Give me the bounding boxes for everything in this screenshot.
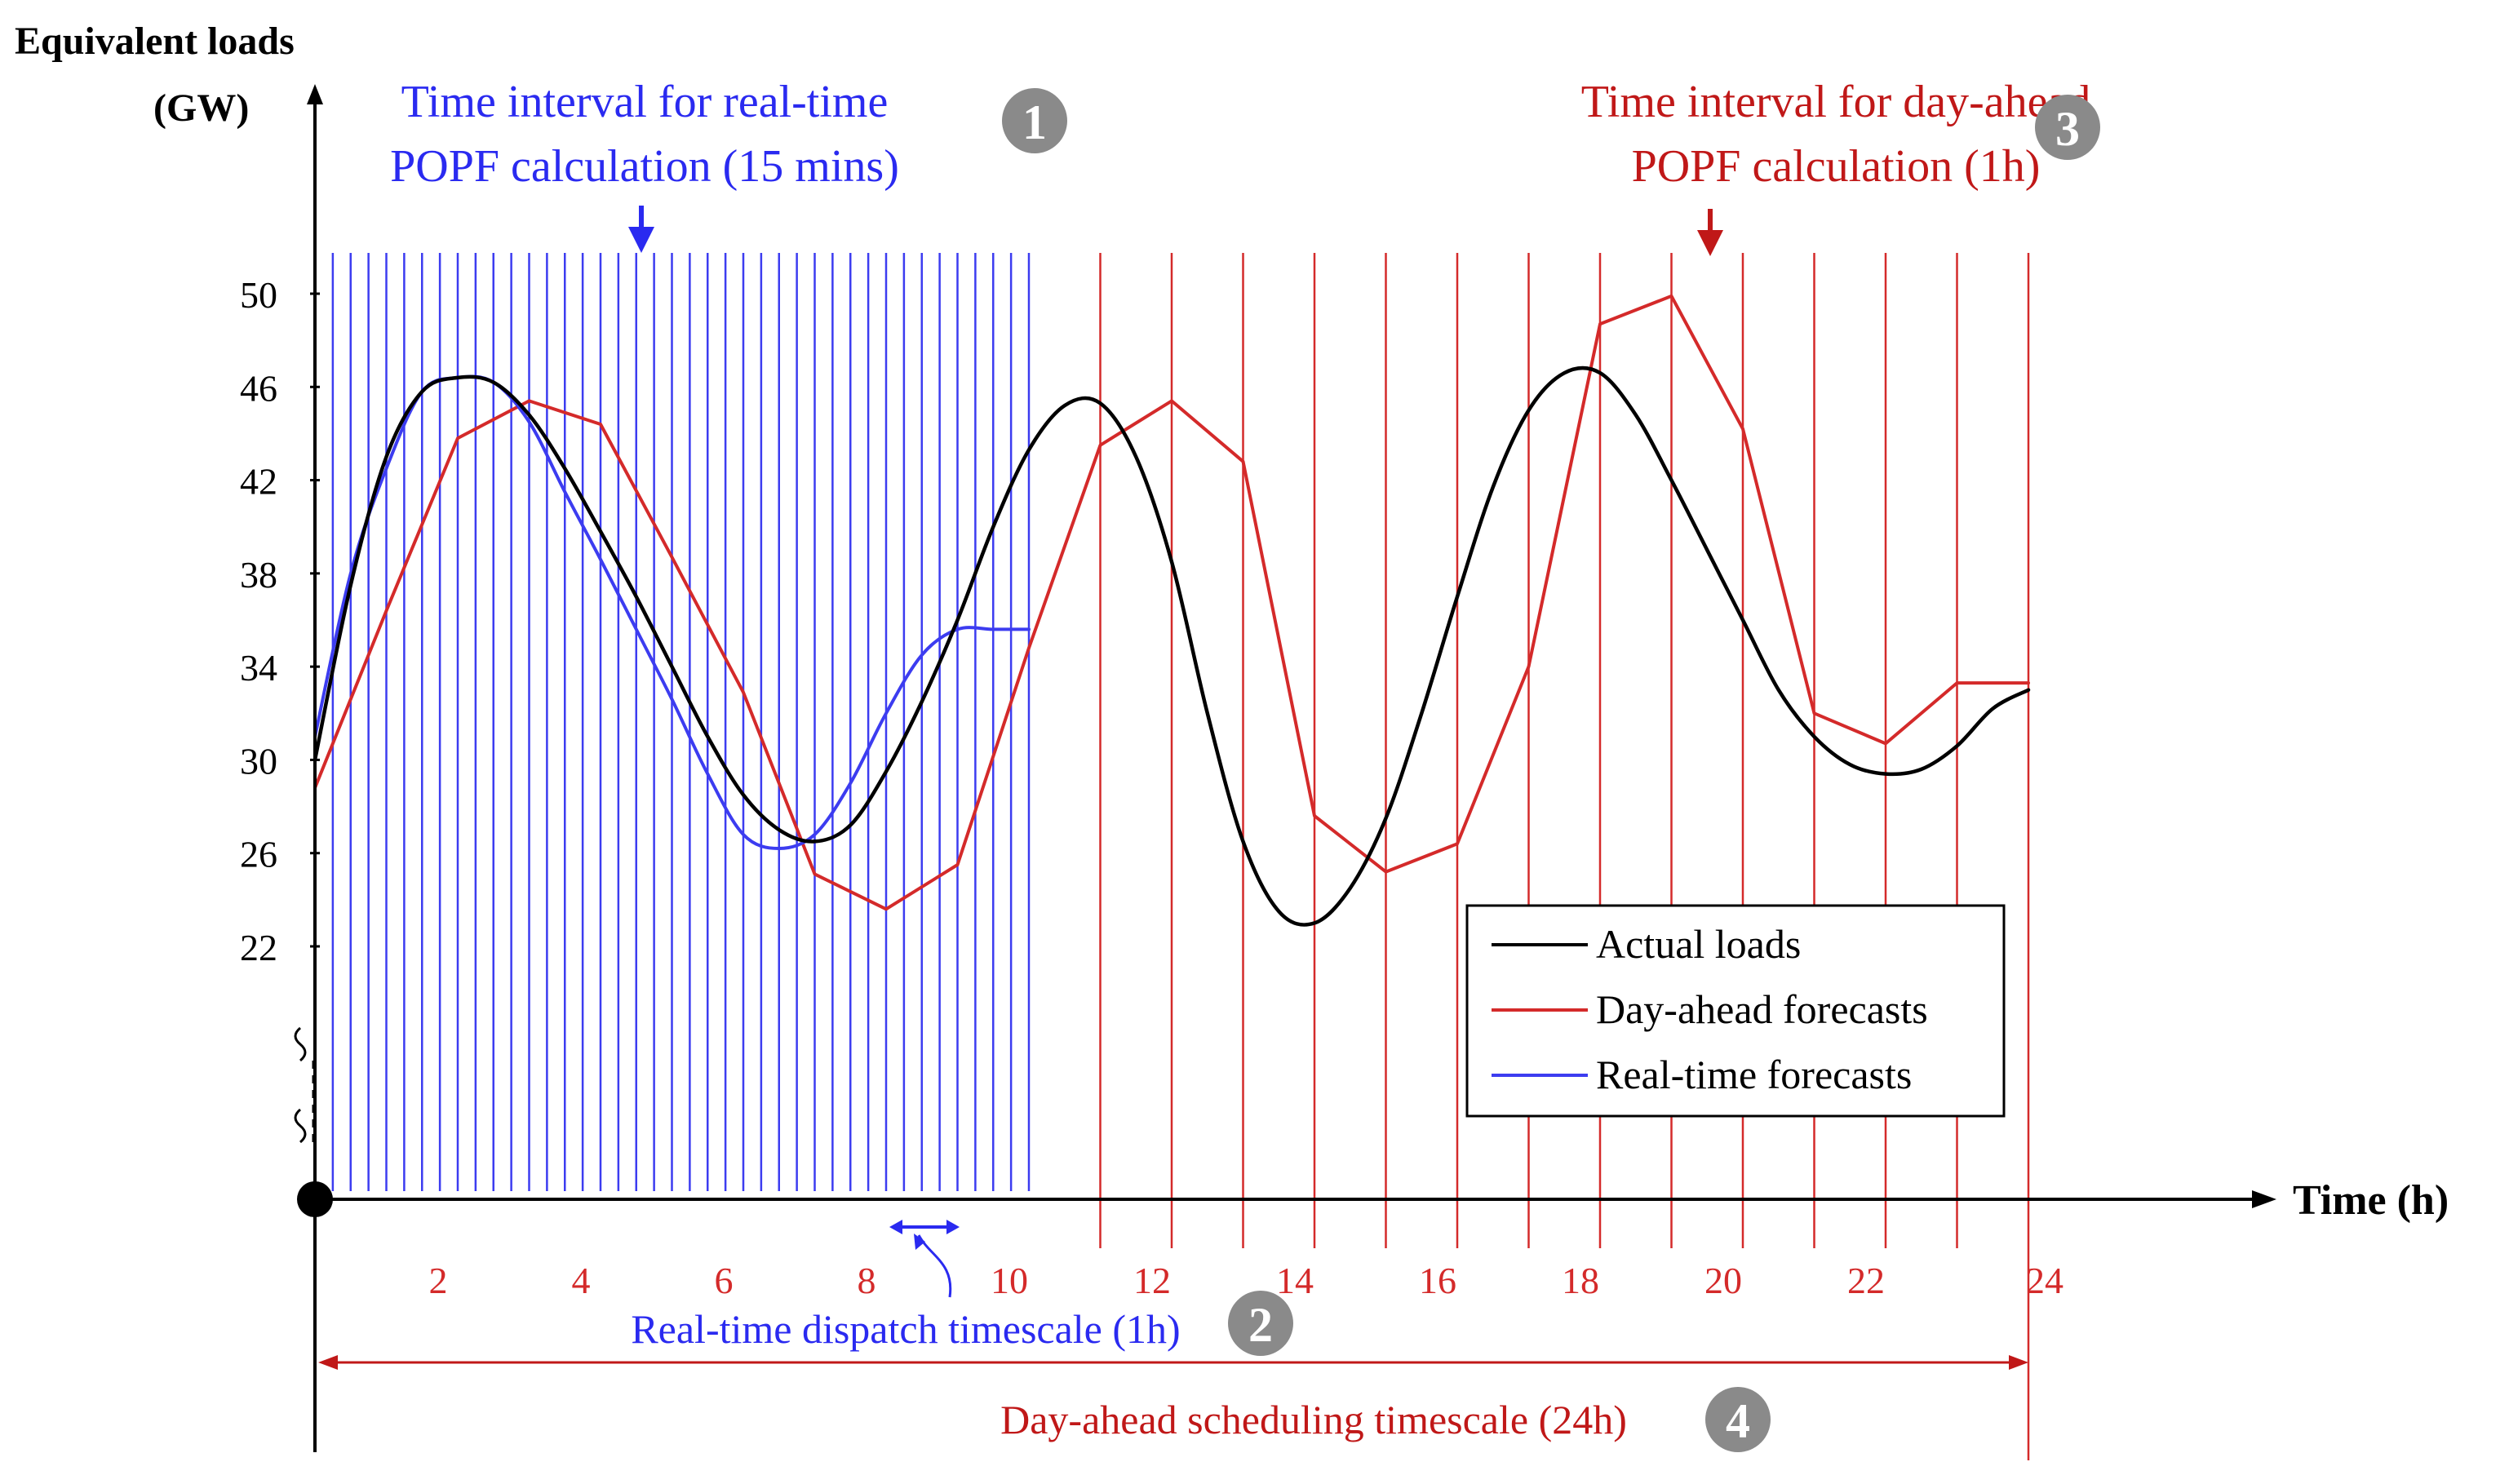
axis-break-marker [294,1026,325,1144]
x-tick-label: 18 [1562,1260,1599,1301]
x-axis-title: Time (h) [2293,1177,2449,1224]
realtime-interval-label-line2: POPF calculation (15 mins) [390,141,899,192]
y-ticks: 22 26 30 34 38 42 46 50 [240,274,320,968]
x-tick-label: 8 [858,1260,876,1301]
x-axis-arrowhead [2252,1190,2276,1208]
y-axis-title-line2: (GW) [153,86,249,130]
y-tick-label: 46 [240,367,277,409]
y-tick-label: 34 [240,647,277,689]
x-tick-label: 14 [1276,1260,1314,1301]
svg-text:3: 3 [2055,102,2080,156]
dayahead-scheduling-span [318,1355,2028,1370]
legend-label-real-time-forecasts: Real-time forecasts [1596,1052,1912,1097]
y-tick-label: 26 [240,834,277,875]
realtime-interval-arrow [628,206,654,253]
realtime-dispatch-label: Real-time dispatch timescale (1h) [631,1306,1180,1352]
dayahead-interval-arrow [1697,209,1723,256]
x-tick-label: 12 [1133,1260,1171,1301]
y-tick-label: 50 [240,274,277,316]
y-tick-label: 42 [240,461,277,503]
dayahead-interval-label-line1: Time interval for day-ahead [1581,77,2091,127]
y-tick-label: 30 [240,740,277,782]
x-tick-label: 24 [2026,1260,2063,1301]
realtime-interval-label-line1: Time interval for real-time [401,77,889,127]
x-ticks: 2 4 6 8 10 12 14 16 18 20 22 24 [429,1260,2064,1301]
y-tick-label: 38 [240,554,277,596]
badge-4: 4 [1705,1387,1771,1452]
svg-text:1: 1 [1022,95,1047,149]
x-tick-label: 22 [1847,1260,1885,1301]
legend-label-day-ahead-forecasts: Day-ahead forecasts [1596,986,1928,1032]
series-line-day-ahead-forecasts [313,294,2030,911]
badge-3: 3 [2035,95,2100,160]
legend-label-actual-loads: Actual loads [1596,921,1801,967]
realtime-dispatch-span [889,1220,960,1298]
y-axis-arrowhead [307,84,323,104]
x-tick-label: 6 [715,1260,734,1301]
x-tick-label: 16 [1419,1260,1456,1301]
x-tick-label: 10 [991,1260,1028,1301]
dayahead-interval-label-line2: POPF calculation (1h) [1632,141,2041,192]
svg-text:2: 2 [1248,1298,1273,1352]
x-tick-label: 2 [429,1260,448,1301]
legend: Actual loads Day-ahead forecasts Real-ti… [1465,904,2006,1118]
badge-1: 1 [1002,88,1067,153]
dayahead-scheduling-label: Day-ahead scheduling timescale (24h) [1000,1397,1627,1442]
badge-2: 2 [1228,1291,1293,1356]
origin-dot [297,1181,333,1217]
y-tick-label: 22 [240,927,277,968]
x-tick-label: 20 [1704,1260,1742,1301]
x-tick-label: 4 [572,1260,591,1301]
series-line-real-time-forecasts [313,374,1031,850]
series-layer [313,294,2031,927]
svg-text:4: 4 [1726,1394,1750,1448]
y-axis-title-line1: Equivalent loads [15,20,295,63]
series-line-actual-loads [313,365,2031,927]
